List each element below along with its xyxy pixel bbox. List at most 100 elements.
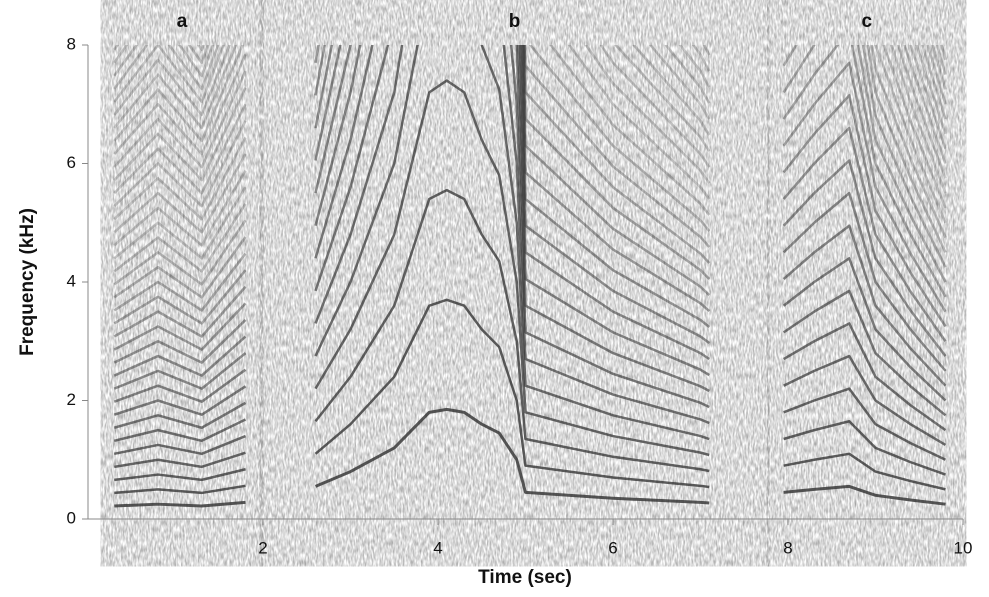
harmonic xyxy=(113,319,247,364)
harmonic xyxy=(782,289,947,417)
harmonic xyxy=(314,45,710,425)
harmonic xyxy=(522,45,711,280)
harmonic xyxy=(882,45,947,209)
harmonic xyxy=(314,45,711,296)
harmonic xyxy=(113,103,247,195)
harmonic xyxy=(523,45,711,264)
harmonic xyxy=(113,70,247,169)
harmonic xyxy=(783,419,946,476)
harmonic xyxy=(113,269,247,325)
harmonic xyxy=(874,45,947,224)
harmonic xyxy=(897,45,947,179)
harmonic xyxy=(113,45,238,130)
regions xyxy=(114,45,950,519)
harmonic xyxy=(903,45,947,164)
harmonic xyxy=(782,126,947,342)
harmonic xyxy=(314,45,710,361)
harmonic xyxy=(782,61,947,313)
harmonic xyxy=(113,45,244,143)
spectrogram-region xyxy=(114,45,250,519)
harmonic xyxy=(113,418,247,443)
x-tick-label: 8 xyxy=(783,538,792,557)
panel-label: c xyxy=(861,11,872,32)
harmonic xyxy=(314,45,710,441)
harmonic xyxy=(783,387,947,461)
harmonic xyxy=(114,434,246,456)
harmonic xyxy=(782,45,947,298)
harmonic xyxy=(113,136,247,221)
y-axis-label: Frequency (kHz) xyxy=(17,208,38,356)
harmonic xyxy=(782,159,947,357)
harmonic xyxy=(782,45,947,283)
harmonic xyxy=(113,120,247,208)
harmonic xyxy=(909,45,947,150)
harmonic xyxy=(890,45,947,194)
harmonic xyxy=(314,45,710,377)
harmonic xyxy=(113,53,247,156)
harmonic xyxy=(314,45,710,345)
harmonic xyxy=(567,45,711,200)
x-tick-label: 10 xyxy=(954,538,973,557)
harmonic xyxy=(314,45,711,312)
harmonic xyxy=(114,451,246,469)
harmonic xyxy=(314,298,710,489)
harmonic xyxy=(113,302,247,351)
harmonic xyxy=(113,352,247,390)
harmonic xyxy=(314,45,711,329)
harmonic xyxy=(314,188,710,473)
harmonic xyxy=(113,87,247,182)
y-tick-label: 8 xyxy=(67,34,76,53)
harmonic xyxy=(113,368,247,403)
y-tick-label: 0 xyxy=(67,508,76,527)
harmonic xyxy=(113,335,247,377)
harmonic xyxy=(523,45,711,248)
harmonic xyxy=(783,452,946,491)
harmonic xyxy=(113,219,247,286)
harmonic xyxy=(782,45,947,268)
harmonic xyxy=(113,203,247,273)
harmonic xyxy=(549,45,711,216)
harmonic xyxy=(314,45,710,409)
harmonic xyxy=(113,252,247,312)
harmonic xyxy=(113,45,225,104)
harmonic xyxy=(113,45,215,78)
x-axis-label: Time (sec) xyxy=(478,567,572,588)
x-tick-label: 6 xyxy=(608,538,617,557)
harmonic xyxy=(113,186,247,260)
panel-label: b xyxy=(509,11,521,32)
harmonic xyxy=(314,45,710,393)
fundamental xyxy=(783,484,946,506)
harmonic xyxy=(782,224,947,387)
harmonic xyxy=(113,169,247,247)
harmonic xyxy=(314,79,710,457)
x-tick-label: 4 xyxy=(433,538,442,557)
harmonic xyxy=(870,45,947,239)
harmonic xyxy=(866,45,947,253)
fundamental xyxy=(314,407,710,505)
harmonic xyxy=(783,354,947,447)
harmonic xyxy=(599,45,711,168)
y-tick-label: 6 xyxy=(67,153,76,172)
harmonic xyxy=(114,484,246,495)
harmonic xyxy=(782,322,947,432)
harmonic xyxy=(528,45,711,232)
harmonic xyxy=(113,153,247,234)
harmonic xyxy=(113,285,247,338)
harmonic xyxy=(113,401,247,430)
harmonic xyxy=(113,236,247,299)
y-tick-label: 4 xyxy=(67,271,76,290)
harmonic xyxy=(113,45,231,117)
harmonic xyxy=(782,191,947,372)
x-tick-label: 2 xyxy=(258,538,267,557)
y-tick-label: 2 xyxy=(67,390,76,409)
harmonic xyxy=(584,45,711,184)
harmonic xyxy=(782,94,947,328)
harmonic xyxy=(113,45,220,91)
harmonics xyxy=(113,45,947,508)
harmonic xyxy=(114,468,246,482)
harmonic xyxy=(113,385,247,416)
harmonic xyxy=(782,257,947,402)
panel-label: a xyxy=(177,11,188,32)
fundamental xyxy=(114,500,246,508)
